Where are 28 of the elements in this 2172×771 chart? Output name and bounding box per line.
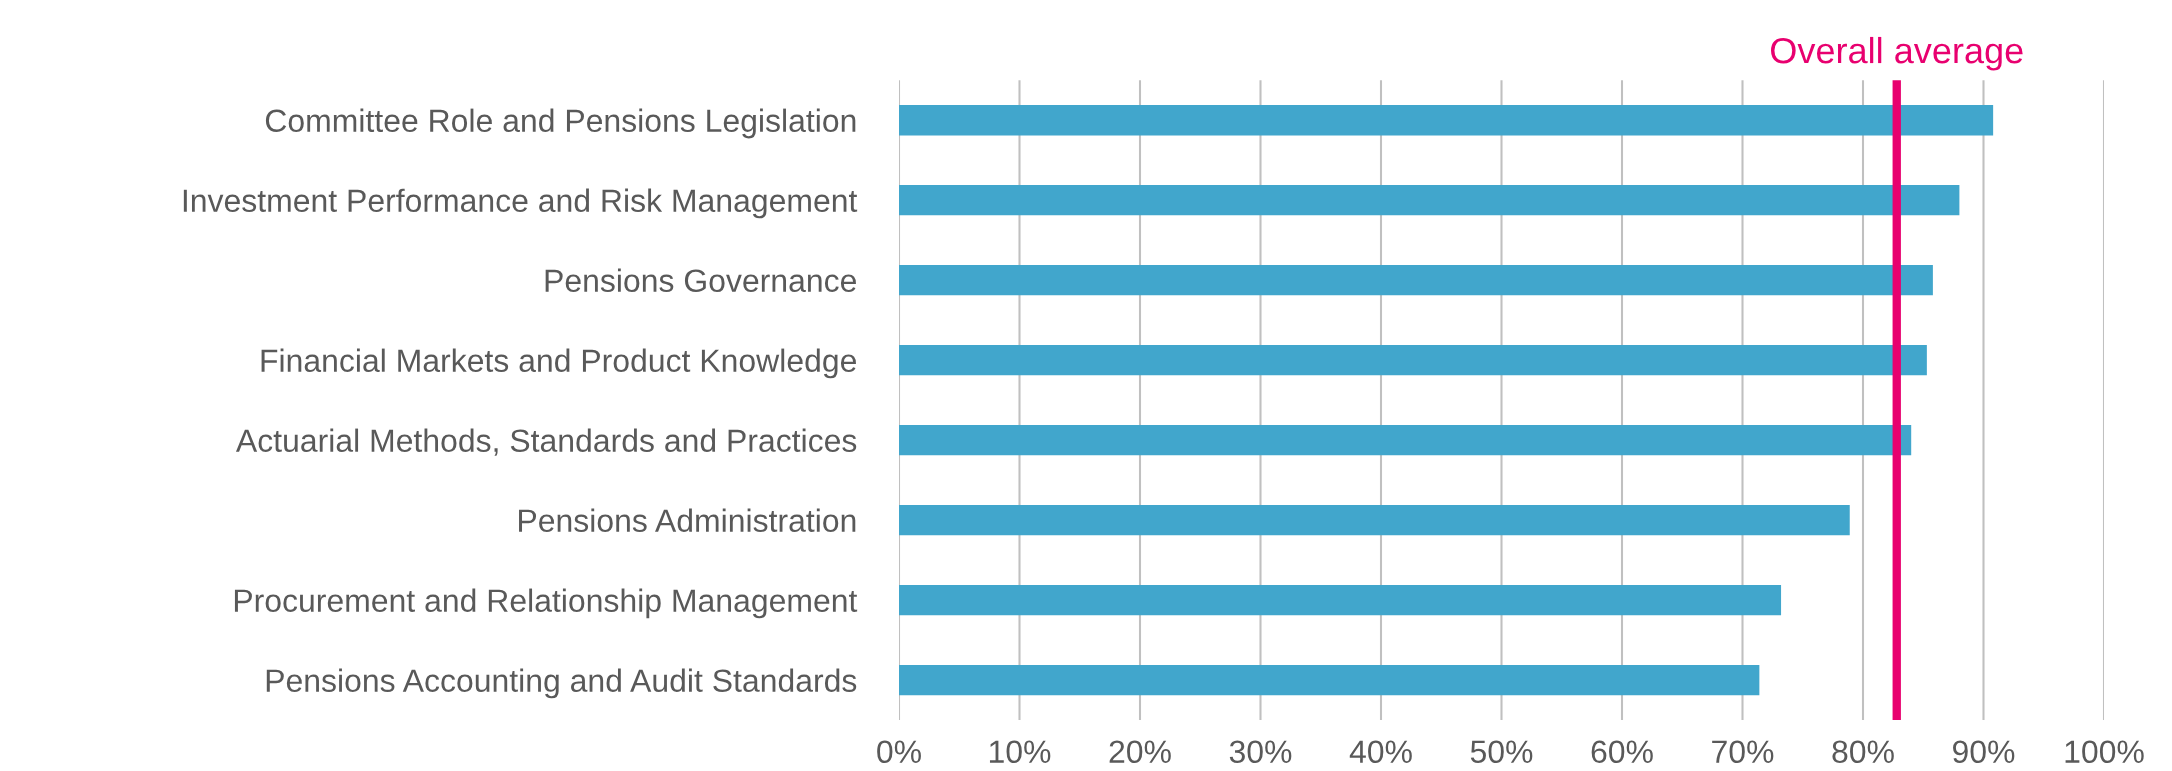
bar (899, 664, 1760, 696)
y-tick-label: Procurement and Relationship Management (234, 588, 858, 619)
y-tick-label: Investment Performance and Risk Management (183, 188, 858, 219)
x-tick-label: 10% (989, 740, 1051, 764)
y-tick-label: Pensions Accounting and Audit Standards (266, 668, 857, 699)
y-tick-label: Actuarial Methods, Standards and Practices (235, 428, 857, 456)
bar (899, 184, 1960, 216)
x-tick-label: 60% (1591, 740, 1653, 764)
bar (899, 264, 1933, 296)
x-tick-label: 70% (1712, 740, 1774, 764)
bar (899, 424, 1912, 456)
ref-line-label: Overall average (1771, 36, 2023, 71)
x-tick-label: 100% (2065, 740, 2144, 764)
x-tick-label: 30% (1229, 740, 1292, 764)
y-tick-label: Pensions Administration (519, 508, 856, 533)
x-tick-label: 80% (1832, 740, 1894, 764)
x-tick-label: 50% (1470, 740, 1533, 764)
y-tick-label: Pensions Governance (545, 268, 856, 293)
bar (899, 104, 1994, 136)
x-tick-label: 40% (1349, 740, 1412, 764)
y-tick-label: Financial Markets and Product Knowledge (261, 348, 856, 379)
x-tick-label: 20% (1109, 740, 1171, 764)
bar (899, 504, 1850, 536)
y-tick-label: Committee Role and Pensions Legislation (265, 108, 856, 139)
x-tick-label: 0% (877, 740, 921, 764)
x-tick-label: 90% (1953, 740, 2015, 764)
bar (899, 344, 1927, 376)
bar (899, 584, 1782, 616)
